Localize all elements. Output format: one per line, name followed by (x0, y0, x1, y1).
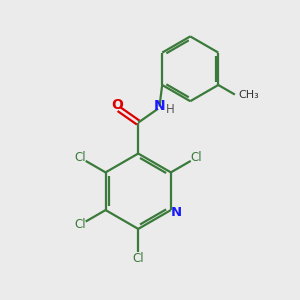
Text: O: O (112, 98, 123, 112)
Text: Cl: Cl (132, 252, 144, 265)
Text: N: N (154, 99, 165, 113)
Text: Cl: Cl (74, 151, 86, 164)
Text: Cl: Cl (190, 151, 202, 164)
Text: N: N (171, 206, 182, 219)
Text: CH₃: CH₃ (238, 90, 259, 100)
Text: H: H (166, 103, 175, 116)
Text: Cl: Cl (74, 218, 86, 231)
